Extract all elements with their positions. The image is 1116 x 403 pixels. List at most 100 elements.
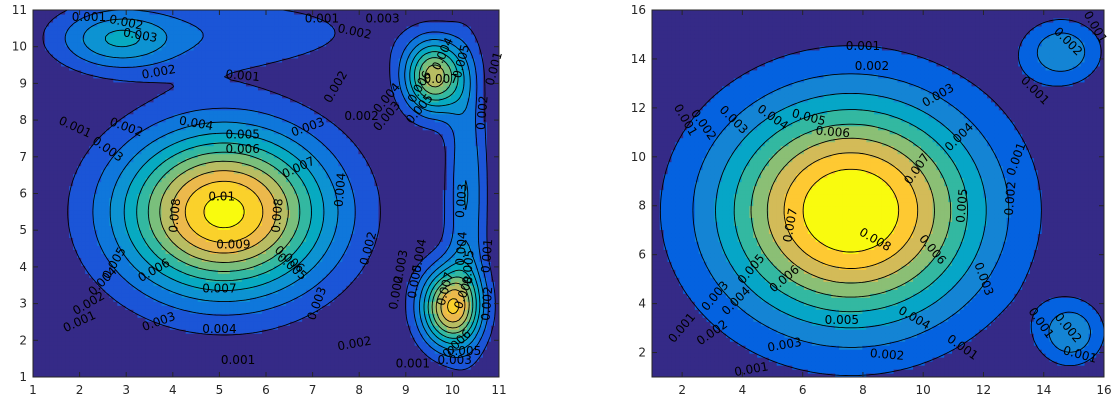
contour-label: 0.002 (474, 95, 491, 130)
x-tick-label: 16 (1096, 383, 1111, 397)
x-tick-label: 8 (859, 383, 867, 397)
contour-label: 0.01 (208, 190, 235, 204)
contour-label: 0.003 (766, 335, 802, 355)
y-tick-label: 14 (631, 52, 646, 66)
y-tick-label: 12 (631, 101, 646, 115)
contour-label: 0.001 (221, 353, 255, 367)
contour-label: 0.006 (226, 142, 260, 156)
x-tick-label: 9 (402, 383, 410, 397)
contour-line (659, 19, 1104, 377)
contour-line (136, 51, 477, 339)
y-tick-label: 9 (19, 76, 27, 90)
contour-line (692, 32, 1091, 353)
y-tick-label: 5 (19, 223, 27, 237)
contour-line (203, 195, 245, 229)
contour-line (104, 29, 481, 345)
contour-label: 0.002 (386, 274, 406, 310)
contour-label: 0.002 (141, 62, 177, 82)
x-tick-label: 1 (29, 383, 37, 397)
y-tick-label: 6 (638, 248, 646, 262)
y-tick-label: 2 (638, 346, 646, 360)
y-tick-label: 4 (638, 297, 646, 311)
contour-label: 0.002 (108, 12, 145, 33)
x-tick-label: 11 (491, 383, 506, 397)
contour-label: 0.003 (365, 12, 399, 26)
contour-line (783, 152, 919, 269)
contour-label: 0.007 (424, 72, 458, 86)
x-tick-label: 2 (678, 383, 686, 397)
contour-lines (659, 19, 1104, 377)
contour-label: 0.005 (405, 263, 425, 299)
axes-frame (651, 9, 1105, 378)
contour-label: 0.005 (953, 188, 970, 223)
x-tick-label: 2 (76, 383, 84, 397)
y-tick-label: 6 (19, 187, 27, 201)
contour-line (733, 109, 969, 313)
x-tick-label: 6 (799, 383, 807, 397)
contour-label: 0.001 (305, 12, 339, 26)
contour-label: 0.005 (226, 127, 260, 141)
contour-label: 0.006 (815, 123, 850, 140)
contour-line (766, 137, 935, 284)
contour-label: 0.001 (225, 67, 260, 84)
y-tick-label: 3 (19, 297, 27, 311)
contour-label: 0.008 (269, 198, 286, 233)
contour-label: 0.001 (478, 238, 495, 273)
contour-label: 0.003 (391, 249, 411, 285)
y-tick-label: 11 (12, 3, 27, 17)
contour-label: 0.004 (453, 231, 470, 266)
contour-line (42, 10, 496, 371)
x-tick-label: 3 (122, 383, 130, 397)
y-tick-label: 10 (631, 150, 646, 164)
contour-label: 0.002 (855, 59, 889, 73)
contour-label: 0.002 (336, 334, 372, 354)
x-tick-label: 4 (169, 383, 177, 397)
y-tick-label: 7 (19, 150, 27, 164)
contour-fill (33, 10, 499, 377)
x-tick-label: 10 (916, 383, 931, 397)
y-tick-label: 8 (19, 113, 27, 127)
contour-label: 0.003 (453, 183, 470, 218)
contour-label: 0.001 (396, 357, 430, 371)
x-tick-label: 10 (445, 383, 460, 397)
contour-fill (652, 10, 1104, 377)
contour-label: 0.001 (846, 39, 880, 53)
y-tick-label: 4 (19, 260, 27, 274)
right-contour-plot: 0.0010.0020.0010.0010.0020.0030.0040.005… (631, 3, 1112, 397)
contour-line (159, 64, 470, 329)
y-tick-label: 16 (631, 3, 646, 17)
contour-label: 0.005 (460, 249, 477, 284)
x-tick-label: 14 (1036, 383, 1051, 397)
contour-line (802, 168, 900, 253)
contour-label: 0.005 (447, 344, 481, 358)
contour-label: 0.009 (216, 237, 250, 251)
contour-label: 0.002 (1002, 181, 1019, 216)
contour-line (750, 123, 952, 298)
contour-label: 0.003 (438, 353, 472, 367)
contour-label: 0.003 (122, 25, 158, 45)
contour-label: 0.007 (202, 281, 236, 295)
x-tick-label: 6 (262, 383, 270, 397)
contour-label: 0.004 (332, 172, 349, 207)
y-tick-label: 2 (19, 333, 27, 347)
x-tick-label: 8 (355, 383, 363, 397)
contour-label: 0.004 (409, 238, 429, 274)
x-tick-label: 5 (216, 383, 224, 397)
x-tick-label: 7 (309, 383, 317, 397)
contour-label: 0.002 (344, 109, 378, 123)
contour-line (82, 18, 485, 351)
contour-label: 0.001 (72, 10, 106, 24)
contour-label: 0.002 (478, 286, 495, 321)
y-tick-label: 10 (12, 40, 27, 54)
y-tick-label: 1 (19, 370, 27, 384)
contour-label: 0.002 (336, 21, 373, 42)
contour-label: 0.004 (202, 322, 236, 336)
contour-label: 0.005 (825, 313, 859, 327)
contour-label: 0.004 (178, 113, 214, 133)
x-tick-label: 12 (976, 383, 991, 397)
y-tick-label: 8 (638, 199, 646, 213)
contour-line (715, 92, 987, 329)
contour-lines (42, 10, 496, 371)
